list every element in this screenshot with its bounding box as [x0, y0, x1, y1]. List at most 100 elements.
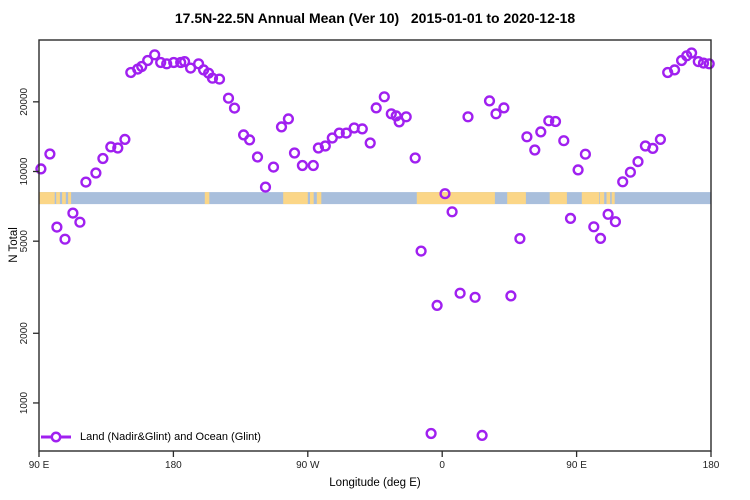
x-tick-label: 90 W	[296, 460, 320, 471]
data-point	[483, 95, 496, 107]
map-strip-land	[507, 192, 526, 205]
x-tick-label: 90 E	[29, 460, 50, 471]
map-strip-land	[599, 192, 605, 205]
data-point	[179, 55, 191, 68]
data-point	[356, 123, 368, 135]
data-point	[149, 49, 161, 61]
data-point	[378, 91, 390, 103]
map-strip-land	[611, 192, 615, 205]
data-point	[142, 54, 154, 67]
data-point	[112, 142, 124, 154]
data-point	[275, 121, 288, 133]
chart-title: 17.5N-22.5N Annual Mean (Ver 10) 2015-01…	[174, 10, 576, 26]
data-point	[400, 111, 412, 123]
data-point	[654, 133, 667, 146]
data-point	[594, 232, 607, 245]
data-point	[572, 164, 584, 176]
data-point	[67, 207, 79, 219]
data-point	[543, 115, 555, 127]
data-point	[105, 141, 117, 153]
data-point	[697, 57, 710, 69]
data-point	[668, 64, 681, 76]
data-point	[267, 161, 280, 173]
data-point	[588, 221, 600, 233]
data-point	[579, 148, 592, 160]
data-point	[90, 167, 102, 179]
data-point	[632, 156, 644, 168]
data-point	[439, 188, 451, 200]
data-point	[185, 62, 197, 74]
data-point	[535, 126, 547, 138]
x-tick-label: 90 E	[566, 460, 587, 471]
data-point	[521, 131, 533, 143]
data-point	[624, 166, 637, 178]
data-point	[505, 290, 517, 302]
map-strip-land	[39, 192, 55, 205]
data-point	[296, 159, 309, 172]
x-tick-label: 0	[439, 460, 445, 471]
legend-marker-icon	[41, 431, 71, 443]
y-tick-label: 10000	[19, 157, 30, 185]
data-point	[340, 127, 352, 139]
data-point	[462, 111, 474, 123]
data-point	[703, 58, 715, 70]
data-point	[431, 299, 443, 312]
data-point	[549, 115, 562, 128]
data-point	[168, 56, 180, 69]
data-point	[409, 152, 421, 164]
data-point	[454, 287, 466, 299]
data-point	[476, 429, 488, 442]
data-point	[222, 92, 235, 104]
plot-border	[38, 39, 712, 452]
x-tick-label: 180	[165, 460, 182, 471]
map-strip-land	[581, 192, 599, 205]
data-point	[333, 127, 345, 139]
data-point	[312, 142, 325, 154]
map-strip-land	[606, 192, 611, 205]
data-point	[44, 148, 56, 160]
data-point	[136, 60, 148, 73]
map-strip-land	[62, 192, 66, 205]
map-strip-land	[316, 192, 322, 205]
map-strip-land	[68, 192, 72, 205]
data-point	[228, 102, 241, 114]
x-axis-title: Longitude (deg E)	[329, 477, 421, 489]
data-point	[529, 144, 541, 156]
map-strip-land	[56, 192, 60, 205]
data-point	[282, 113, 295, 125]
data-point	[244, 134, 256, 146]
legend-label: Land (Nadir&Glint) and Ocean (Glint)	[80, 431, 261, 443]
data-point	[307, 159, 319, 172]
map-strip-land	[549, 192, 567, 205]
legend-circle	[50, 431, 62, 443]
data-point	[685, 47, 698, 59]
data-point	[213, 73, 226, 85]
legend: Land (Nadir&Glint) and Ocean (Glint)	[41, 429, 261, 445]
data-point	[425, 427, 437, 440]
data-point	[161, 58, 173, 70]
data-point	[288, 147, 301, 159]
data-point	[370, 102, 382, 114]
data-point	[74, 216, 86, 228]
data-point	[97, 152, 109, 165]
map-strip-land	[416, 192, 495, 205]
data-point	[514, 233, 526, 245]
data-point	[692, 55, 704, 68]
data-point	[393, 116, 405, 128]
data-point	[647, 142, 659, 155]
data-point	[206, 72, 219, 84]
map-strip-land	[204, 192, 210, 205]
data-point	[564, 212, 577, 225]
data-point	[364, 137, 376, 149]
map-strip-land	[310, 192, 314, 205]
y-tick-label: 20000	[19, 87, 30, 115]
data-point	[251, 151, 264, 163]
x-tick-label: 180	[703, 460, 720, 471]
data-point	[259, 181, 272, 193]
data-point	[35, 163, 47, 175]
data-point	[446, 206, 458, 218]
data-point	[80, 176, 92, 188]
data-point	[602, 208, 614, 220]
